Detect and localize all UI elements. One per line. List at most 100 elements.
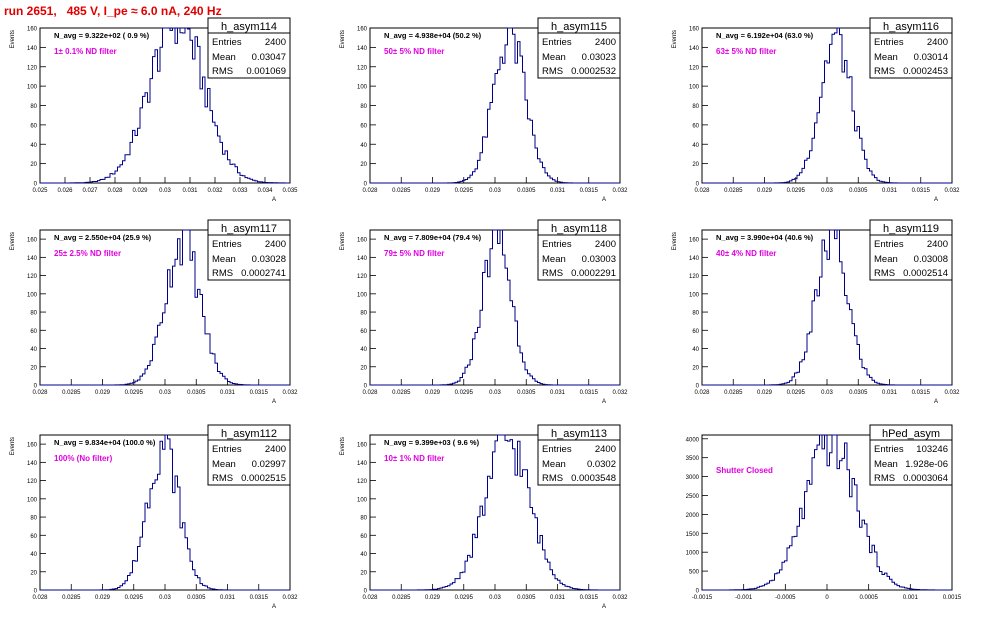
stats-label-rms: RMS (542, 268, 563, 279)
stats-label-entries: Entries (542, 444, 572, 455)
chart-h_asym112: 0 20 40 60 80 100 120 140 160 0.028 0.0285 0.029 0.0… (10, 424, 298, 610)
histogram-name: h_asym112 (221, 428, 277, 440)
y-tick-label: 60 (30, 123, 37, 129)
filter-label: 50± 5% ND filter (384, 47, 444, 56)
stats-value-mean: 0.03028 (252, 254, 286, 265)
chart-h_asym114: 0 20 40 60 80 100 120 140 160 0.025 0.026 0.027 0.02… (10, 17, 298, 203)
x-tick-label: 0 (825, 595, 829, 601)
filter-label: Shutter Closed (716, 466, 773, 475)
x-tick-label: 0.03 (489, 595, 501, 601)
y-tick-label: 80 (360, 516, 367, 522)
y-tick-label: 4000 (686, 437, 700, 443)
stats-label-rms: RMS (212, 66, 233, 77)
stats-box (207, 17, 291, 79)
filter-label: 40± 4% ND filter (716, 249, 776, 258)
y-tick-label: 120 (689, 274, 700, 280)
y-tick-label: 160 (27, 27, 38, 33)
x-tick-label: 0.0295 (455, 390, 474, 396)
x-tick-label: 0.029 (132, 188, 148, 194)
y-tick-label: 140 (27, 461, 38, 467)
chart-h_asym117: 0 20 40 60 80 100 120 140 160 0.028 0.0285 0.029 0.0… (10, 219, 298, 405)
y-tick-label: 160 (357, 238, 368, 244)
y-tick-label: 100 (689, 292, 700, 298)
y-tick-label: 0 (696, 589, 700, 595)
x-tick-label: 0.032 (282, 390, 298, 396)
stats-value-entries: 2400 (595, 444, 616, 455)
y-tick-label: 100 (357, 85, 368, 91)
stats-value-mean: 0.02997 (252, 459, 286, 470)
y-axis-label: Events (10, 232, 16, 250)
x-tick-label: 0.0285 (62, 595, 81, 601)
x-tick-label: 0.025 (32, 188, 48, 194)
y-tick-label: 140 (689, 46, 700, 52)
stats-box (537, 424, 621, 486)
x-tick-label: 0.029 (425, 390, 441, 396)
y-tick-label: 100 (689, 85, 700, 91)
chart-h_asym113: 0 20 40 60 80 100 120 140 160 0.028 0.0285 0.029 0.0… (340, 424, 628, 610)
x-tick-label: 0.0305 (517, 188, 536, 194)
x-tick-label: 0.03 (489, 390, 501, 396)
y-tick-label: 120 (689, 65, 700, 71)
stats-label-mean: Mean (212, 254, 236, 265)
x-tick-label: 0.028 (362, 188, 378, 194)
y-tick-label: 60 (30, 329, 37, 335)
navg-label: N_avg = 9.399e+03 ( 9.6 %) (384, 438, 480, 447)
navg-label: N_avg = 6.192e+04 (63.0 %) (716, 31, 814, 40)
stats-label-entries: Entries (874, 37, 904, 48)
x-tick-label: 0.028 (362, 595, 378, 601)
y-tick-label: 40 (30, 347, 37, 353)
x-tick-label: 0.0005 (859, 595, 878, 601)
stats-box (869, 424, 953, 486)
y-tick-label: 60 (30, 534, 37, 540)
histogram-series (40, 27, 290, 184)
y-tick-label: 160 (689, 27, 700, 33)
y-tick-label: 40 (360, 347, 367, 353)
stats-label-entries: Entries (212, 37, 242, 48)
x-tick-label: 0.035 (282, 188, 298, 194)
x-axis-label: A (272, 197, 276, 203)
x-tick-label: -0.0015 (692, 595, 713, 601)
filter-label: 25± 2.5% ND filter (54, 249, 121, 258)
x-tick-label: 0.032 (944, 390, 960, 396)
x-tick-label: 0.0285 (724, 390, 743, 396)
stats-label-rms: RMS (542, 66, 563, 77)
x-tick-label: 0.031 (220, 390, 236, 396)
y-tick-label: 0 (34, 182, 38, 188)
y-tick-label: 80 (692, 311, 699, 317)
y-tick-label: 40 (692, 347, 699, 353)
y-tick-label: 80 (360, 104, 367, 110)
x-tick-label: 0.032 (944, 188, 960, 194)
filter-label: 79± 5% ND filter (384, 249, 444, 258)
x-tick-label: 0.0285 (392, 188, 411, 194)
stats-value-mean: 1.928e-06 (905, 459, 948, 470)
y-tick-label: 100 (27, 85, 38, 91)
stats-value-rms: 0.0002514 (903, 268, 948, 279)
y-tick-label: 100 (357, 292, 368, 298)
histogram-series (370, 434, 620, 591)
histogram-name: h_asym117 (221, 223, 277, 235)
histogram-name: h_asym119 (883, 223, 939, 235)
y-tick-label: 120 (357, 479, 368, 485)
x-tick-label: 0.001 (903, 595, 919, 601)
histogram-series (702, 434, 952, 591)
stats-value-mean: 0.03003 (582, 254, 616, 265)
y-axis-label: Events (340, 437, 346, 455)
x-tick-label: 0.028 (362, 390, 378, 396)
y-tick-label: 20 (360, 365, 367, 371)
histogram-series (702, 229, 952, 386)
stats-value-entries: 2400 (595, 239, 616, 250)
y-tick-label: 2000 (686, 513, 700, 519)
y-tick-label: 160 (27, 238, 38, 244)
y-axis-label: Events (672, 232, 678, 250)
x-tick-label: 0.028 (694, 390, 710, 396)
stats-value-mean: 0.03008 (914, 254, 948, 265)
chart-h_asym119: 0 20 40 60 80 100 120 140 160 0.028 0.0285 0.029 0.0… (672, 219, 960, 405)
y-tick-label: 80 (30, 516, 37, 522)
stats-value-rms: 0.0003548 (571, 473, 616, 484)
stats-box (207, 424, 291, 486)
stats-value-rms: 0.001069 (246, 66, 286, 77)
y-tick-label: 140 (689, 256, 700, 262)
x-tick-label: 0.03 (159, 390, 171, 396)
stats-label-entries: Entries (212, 444, 242, 455)
y-tick-label: 0 (696, 384, 700, 390)
